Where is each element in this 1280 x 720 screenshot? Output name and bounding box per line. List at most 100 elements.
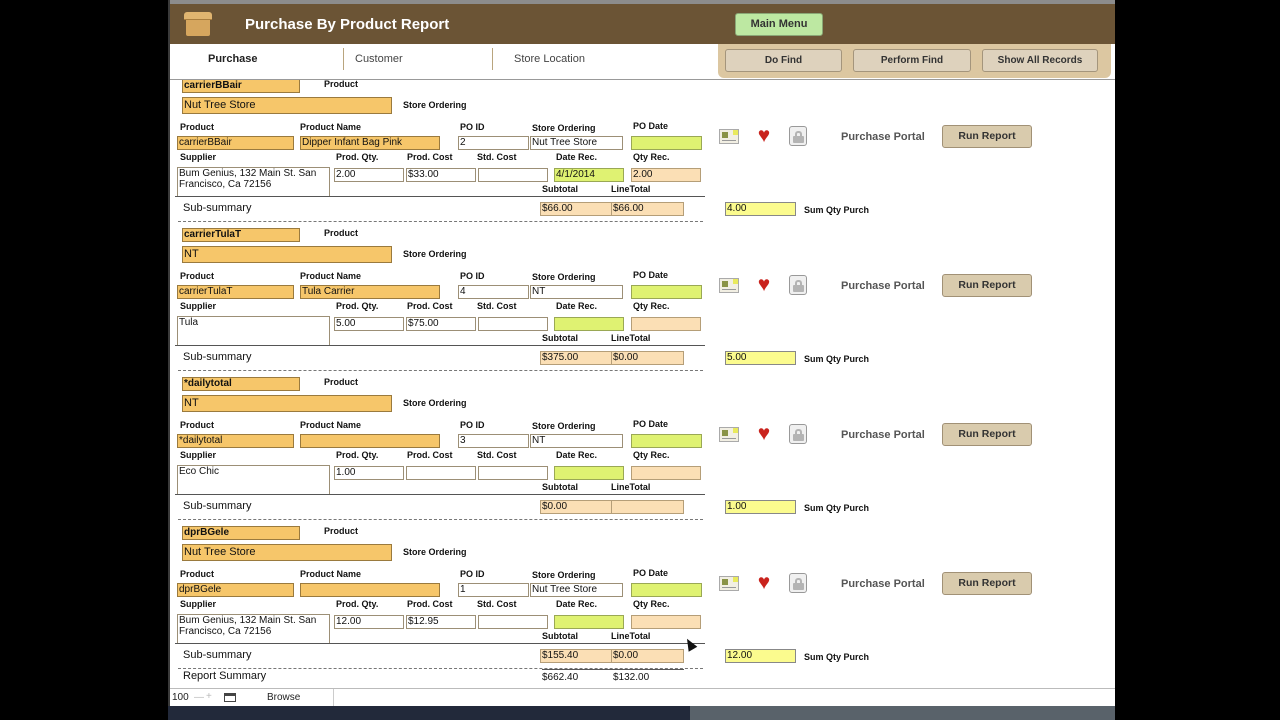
line-total-field[interactable]: $0.00 [611, 351, 684, 365]
po-id-field[interactable]: 4 [458, 285, 529, 299]
subtotal-field[interactable]: $0.00 [540, 500, 612, 514]
qty-rec-field[interactable] [631, 615, 701, 629]
po-id-field[interactable]: 1 [458, 583, 529, 597]
zoom-in-icon[interactable]: + [206, 691, 212, 702]
std-cost-field[interactable] [478, 168, 548, 182]
std-cost-field[interactable] [478, 317, 548, 331]
po-id-field[interactable]: 3 [458, 434, 529, 448]
prod-cost-field[interactable] [406, 466, 476, 480]
std-cost-field[interactable] [478, 466, 548, 480]
po-date-field[interactable] [631, 583, 702, 597]
product-field[interactable]: dprBGele [177, 583, 294, 597]
supplier-field[interactable]: Eco Chic [177, 465, 330, 495]
do-find-button[interactable]: Do Find [725, 49, 842, 72]
subtotal-field[interactable]: $155.40 [540, 649, 612, 663]
line-total-field[interactable]: $66.00 [611, 202, 684, 216]
po-date-field[interactable] [631, 285, 702, 299]
prod-cost-field[interactable]: $12.95 [406, 615, 476, 629]
contact-card-icon[interactable] [719, 576, 739, 591]
group-store-field[interactable]: NT [182, 246, 392, 263]
subtotal-field[interactable]: $375.00 [540, 351, 612, 365]
group-store-field[interactable]: Nut Tree Store [182, 97, 392, 114]
tab-store-location[interactable]: Store Location [514, 53, 585, 65]
product-label: Product [180, 420, 215, 430]
heart-icon[interactable]: ♥ [757, 124, 771, 147]
main-menu-button[interactable]: Main Menu [735, 13, 823, 36]
sum-qty-purch-field[interactable]: 1.00 [725, 500, 796, 514]
prod-qty-field[interactable]: 2.00 [334, 168, 404, 182]
prod-qty-field[interactable]: 12.00 [334, 615, 404, 629]
group-product-field[interactable]: carrierBBair [182, 80, 300, 93]
product-field[interactable]: carrierBBair [177, 136, 294, 150]
sum-qty-purch-field[interactable]: 5.00 [725, 351, 796, 365]
zoom-out-icon[interactable]: — [194, 692, 204, 703]
show-all-records-button[interactable]: Show All Records [982, 49, 1098, 72]
product-field[interactable]: carrierTulaT [177, 285, 294, 299]
mode-label[interactable]: Browse [267, 692, 301, 703]
product-name-field[interactable] [300, 434, 440, 448]
supplier-field[interactable]: Bum Genius, 132 Main St. San Francisco, … [177, 167, 330, 197]
prod-qty-field[interactable]: 5.00 [334, 317, 404, 331]
contact-card-icon[interactable] [719, 129, 739, 144]
date-rec-field[interactable] [554, 466, 624, 480]
group-store-field[interactable]: NT [182, 395, 392, 412]
purchase-portal-label: Purchase Portal [841, 280, 925, 292]
prod-qty-label: Prod. Qty. [336, 301, 379, 311]
qty-rec-field[interactable]: 2.00 [631, 168, 701, 182]
date-rec-field[interactable]: 4/1/2014 [554, 168, 624, 182]
date-rec-field[interactable] [554, 615, 624, 629]
store-ordering-field[interactable]: NT [530, 434, 623, 448]
prod-cost-field[interactable]: $33.00 [406, 168, 476, 182]
group-product-field[interactable]: dprBGele [182, 526, 300, 540]
po-id-label: PO ID [460, 569, 485, 579]
prod-cost-label: Prod. Cost [407, 450, 453, 460]
run-report-button[interactable]: Run Report [942, 125, 1032, 148]
zoom-level[interactable]: 100 [172, 692, 189, 703]
product-field[interactable]: *dailytotal [177, 434, 294, 448]
contact-card-icon[interactable] [719, 427, 739, 442]
line-total-field[interactable] [611, 500, 684, 514]
subtotal-field[interactable]: $66.00 [540, 202, 612, 216]
heart-icon[interactable]: ♥ [757, 273, 771, 296]
group-product-field[interactable]: *dailytotal [182, 377, 300, 391]
perform-find-button[interactable]: Perform Find [853, 49, 971, 72]
product-name-field[interactable] [300, 583, 440, 597]
group-store-field[interactable]: Nut Tree Store [182, 544, 392, 561]
sub-summary-label: Sub-summary [183, 202, 252, 214]
tab-customer[interactable]: Customer [355, 53, 403, 65]
supplier-field[interactable]: Tula [177, 316, 330, 346]
run-report-button[interactable]: Run Report [942, 274, 1032, 297]
po-id-field[interactable]: 2 [458, 136, 529, 150]
group-product-field[interactable]: carrierTulaT [182, 228, 300, 242]
heart-icon[interactable]: ♥ [757, 571, 771, 594]
product-name-field[interactable]: Tula Carrier [300, 285, 440, 299]
prod-qty-field[interactable]: 1.00 [334, 466, 404, 480]
contact-card-icon[interactable] [719, 278, 739, 293]
run-report-button[interactable]: Run Report [942, 423, 1032, 446]
lock-icon[interactable] [789, 275, 807, 295]
po-date-field[interactable] [631, 434, 702, 448]
store-ordering-field[interactable]: NT [530, 285, 623, 299]
sum-qty-purch-field[interactable]: 4.00 [725, 202, 796, 216]
tab-purchase[interactable]: Purchase [208, 53, 258, 65]
qty-rec-field[interactable] [631, 317, 701, 331]
supplier-field[interactable]: Bum Genius, 132 Main St. San Francisco, … [177, 614, 330, 644]
lock-icon[interactable] [789, 573, 807, 593]
lock-icon[interactable] [789, 126, 807, 146]
store-ordering-field[interactable]: Nut Tree Store [530, 136, 623, 150]
toggle-toolbar-icon[interactable] [224, 693, 236, 702]
purchase-portal-label: Purchase Portal [841, 429, 925, 441]
date-rec-field[interactable] [554, 317, 624, 331]
po-date-field[interactable] [631, 136, 702, 150]
status-divider [333, 689, 334, 706]
std-cost-field[interactable] [478, 615, 548, 629]
product-name-field[interactable]: Dipper Infant Bag Pink [300, 136, 440, 150]
run-report-button[interactable]: Run Report [942, 572, 1032, 595]
qty-rec-field[interactable] [631, 466, 701, 480]
prod-cost-field[interactable]: $75.00 [406, 317, 476, 331]
sum-qty-purch-field[interactable]: 12.00 [725, 649, 796, 663]
store-ordering-field[interactable]: Nut Tree Store [530, 583, 623, 597]
line-total-field[interactable]: $0.00 [611, 649, 684, 663]
heart-icon[interactable]: ♥ [757, 422, 771, 445]
lock-icon[interactable] [789, 424, 807, 444]
